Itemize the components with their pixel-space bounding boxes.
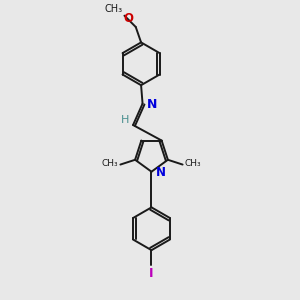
- Text: N: N: [156, 167, 166, 179]
- Text: CH₃: CH₃: [105, 4, 123, 14]
- Text: O: O: [124, 12, 134, 25]
- Text: N: N: [146, 98, 157, 111]
- Text: CH₃: CH₃: [102, 160, 119, 169]
- Text: H: H: [121, 115, 129, 125]
- Text: CH₃: CH₃: [184, 160, 201, 169]
- Text: I: I: [149, 267, 154, 280]
